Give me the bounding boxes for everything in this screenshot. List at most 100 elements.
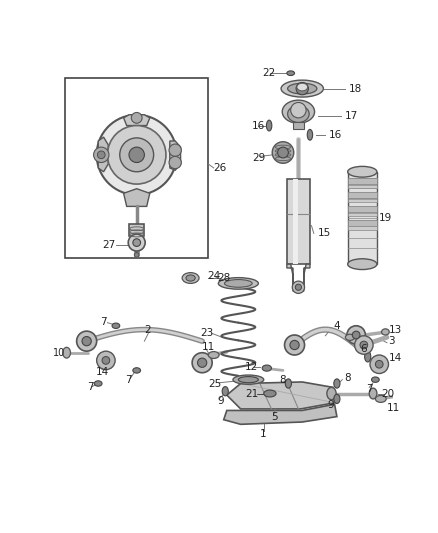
Text: 10: 10 <box>53 348 65 358</box>
Bar <box>293 180 298 264</box>
Text: 17: 17 <box>345 111 358 122</box>
Text: 25: 25 <box>208 378 222 389</box>
Circle shape <box>375 360 383 368</box>
Ellipse shape <box>288 83 317 94</box>
Text: 22: 22 <box>262 68 276 78</box>
Ellipse shape <box>371 377 379 382</box>
Bar <box>348 227 377 230</box>
Circle shape <box>360 341 367 349</box>
Ellipse shape <box>327 387 336 400</box>
Bar <box>65 78 208 258</box>
Circle shape <box>295 284 301 290</box>
Polygon shape <box>224 405 337 424</box>
Ellipse shape <box>133 368 141 373</box>
Circle shape <box>82 336 91 346</box>
Polygon shape <box>98 137 108 172</box>
Ellipse shape <box>346 334 355 341</box>
Text: 16: 16 <box>252 120 265 131</box>
Ellipse shape <box>186 275 195 281</box>
Ellipse shape <box>112 323 120 328</box>
Circle shape <box>296 83 308 95</box>
Ellipse shape <box>264 390 276 397</box>
Text: 18: 18 <box>349 84 362 94</box>
Text: 14: 14 <box>96 367 109 377</box>
Ellipse shape <box>297 83 307 91</box>
Ellipse shape <box>182 273 199 284</box>
Ellipse shape <box>63 348 71 358</box>
Text: 8: 8 <box>279 375 286 385</box>
Ellipse shape <box>222 386 228 396</box>
Text: 9: 9 <box>328 400 334 410</box>
Circle shape <box>347 326 365 344</box>
Ellipse shape <box>238 377 258 383</box>
Circle shape <box>94 147 109 163</box>
Ellipse shape <box>381 329 389 335</box>
Circle shape <box>169 156 181 168</box>
Circle shape <box>192 353 212 373</box>
Ellipse shape <box>348 166 377 177</box>
Circle shape <box>292 281 304 294</box>
Circle shape <box>97 351 115 370</box>
Ellipse shape <box>348 259 377 270</box>
Text: 1: 1 <box>260 429 266 439</box>
Polygon shape <box>227 382 335 409</box>
Ellipse shape <box>369 388 377 399</box>
Polygon shape <box>287 264 310 291</box>
Circle shape <box>107 126 166 184</box>
Ellipse shape <box>233 375 264 384</box>
Text: 23: 23 <box>201 328 214 338</box>
Circle shape <box>134 253 139 257</box>
Text: 29: 29 <box>252 153 265 163</box>
Text: 28: 28 <box>218 273 231 283</box>
Text: 8: 8 <box>345 373 351 383</box>
Ellipse shape <box>334 394 340 403</box>
Circle shape <box>120 138 154 172</box>
Ellipse shape <box>218 278 258 289</box>
Bar <box>129 224 145 237</box>
Text: 7: 7 <box>125 375 132 385</box>
Text: 27: 27 <box>102 240 115 250</box>
Bar <box>348 172 377 264</box>
Text: 5: 5 <box>272 411 278 422</box>
Ellipse shape <box>94 381 102 386</box>
Text: 7: 7 <box>87 382 93 392</box>
Polygon shape <box>124 115 150 126</box>
Text: 11: 11 <box>202 342 215 352</box>
Circle shape <box>278 147 288 158</box>
Circle shape <box>370 355 389 374</box>
Ellipse shape <box>262 365 272 371</box>
Bar <box>348 220 377 225</box>
Circle shape <box>272 142 294 163</box>
Text: 20: 20 <box>381 389 394 399</box>
Ellipse shape <box>288 106 309 123</box>
Polygon shape <box>124 189 150 206</box>
Circle shape <box>133 239 141 246</box>
Text: 24: 24 <box>207 271 220 281</box>
Circle shape <box>129 147 145 163</box>
Text: 7: 7 <box>100 317 107 327</box>
Ellipse shape <box>208 352 219 359</box>
Circle shape <box>102 357 110 364</box>
Bar <box>293 123 304 128</box>
Circle shape <box>291 102 306 118</box>
Circle shape <box>97 151 105 159</box>
Text: 2: 2 <box>145 325 151 335</box>
Bar <box>348 185 377 188</box>
Bar <box>348 206 377 212</box>
Bar <box>348 192 377 198</box>
Text: 9: 9 <box>218 396 224 406</box>
Ellipse shape <box>364 351 371 362</box>
Circle shape <box>355 336 373 354</box>
Circle shape <box>128 234 145 251</box>
Ellipse shape <box>282 100 314 123</box>
Ellipse shape <box>266 120 272 131</box>
Bar <box>287 180 310 264</box>
Ellipse shape <box>285 379 291 388</box>
Circle shape <box>77 331 97 351</box>
Circle shape <box>198 358 207 367</box>
Bar <box>348 199 377 202</box>
Ellipse shape <box>307 130 313 140</box>
Text: 7: 7 <box>366 384 373 394</box>
Text: 15: 15 <box>318 228 331 238</box>
Text: 6: 6 <box>360 344 367 354</box>
